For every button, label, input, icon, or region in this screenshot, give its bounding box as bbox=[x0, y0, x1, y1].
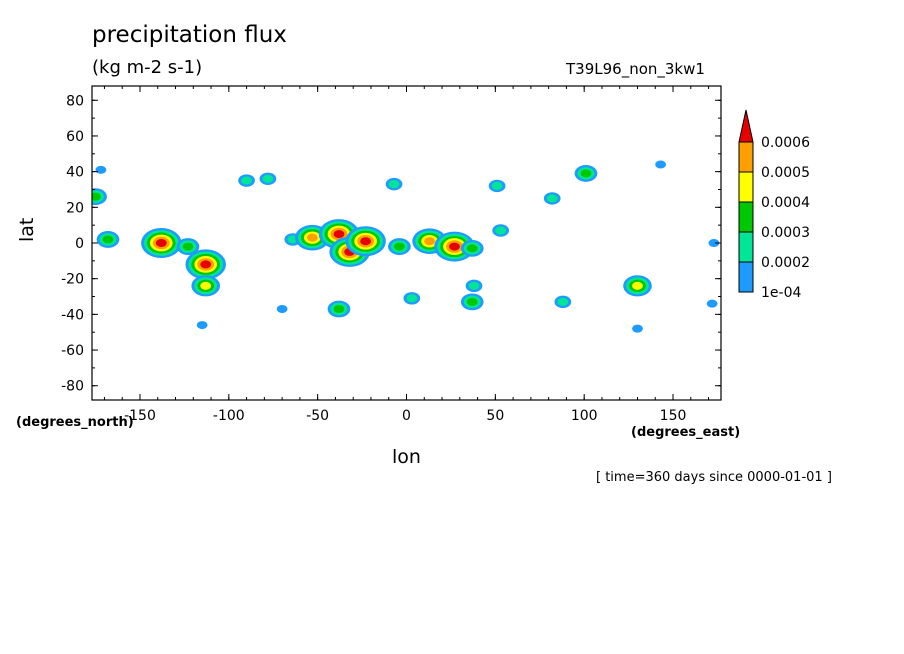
precip-cell-8 bbox=[238, 174, 255, 187]
colorbar-label: 0.0006 bbox=[761, 135, 810, 151]
y-tick-label: -40 bbox=[61, 307, 84, 323]
precip-cell-32 bbox=[276, 305, 288, 314]
precip-cell-18 bbox=[460, 239, 484, 257]
colorbar-label: 0.0003 bbox=[761, 225, 810, 241]
precip-cell-34 bbox=[708, 239, 720, 247]
y-tick-label: -60 bbox=[61, 343, 84, 359]
precip-cell-5 bbox=[185, 249, 226, 280]
x-tick-label: 100 bbox=[571, 408, 598, 424]
y-tick-label: 20 bbox=[66, 200, 84, 216]
y-axis-label: lat bbox=[16, 217, 38, 242]
y-tick-label: 60 bbox=[66, 129, 84, 145]
precip-cell-26 bbox=[543, 192, 561, 205]
precip-cell-1 bbox=[92, 188, 107, 206]
time-note: [ time=360 days since 0000-01-01 ] bbox=[596, 470, 832, 485]
chart-title: precipitation flux bbox=[92, 22, 287, 48]
precip-cell-27 bbox=[574, 165, 598, 182]
x-axis-label: lon bbox=[392, 446, 421, 468]
precip-cell-3 bbox=[141, 228, 182, 258]
y-axis-note: (degrees_east) bbox=[631, 425, 741, 440]
colorbar-label: 1e-04 bbox=[761, 285, 801, 301]
x-tick-label: 50 bbox=[486, 408, 504, 424]
y-tick-label: 0 bbox=[75, 236, 84, 252]
precip-cell-0 bbox=[96, 231, 120, 248]
colorbar-label: 0.0004 bbox=[761, 195, 810, 211]
run-label: T39L96_non_3kw1 bbox=[566, 60, 705, 78]
precip-cell-16 bbox=[412, 228, 447, 255]
colorbar-label: 0.0002 bbox=[761, 255, 810, 271]
x-tick-label: -150 bbox=[124, 408, 156, 424]
chart-units: (kg m-2 s-1) bbox=[92, 57, 203, 78]
precip-cell-22 bbox=[460, 293, 484, 311]
precip-cell-28 bbox=[554, 295, 572, 309]
precip-cell-21 bbox=[403, 292, 421, 305]
precip-cell-20 bbox=[327, 300, 351, 318]
y-tick-label: -20 bbox=[61, 272, 84, 288]
colorbar-segment bbox=[738, 261, 754, 293]
precip-cell-15 bbox=[388, 238, 411, 255]
precip-cell-30 bbox=[655, 160, 666, 169]
colorbar-segment bbox=[738, 201, 754, 233]
x-tick-label: 150 bbox=[660, 408, 687, 424]
precip-cell-9 bbox=[259, 172, 277, 185]
colorbar-top-arrow bbox=[738, 109, 754, 143]
x-tick-label: -100 bbox=[213, 408, 245, 424]
precip-cell-31 bbox=[706, 299, 718, 308]
precip-cell-29 bbox=[623, 275, 652, 297]
precip-cell-6 bbox=[191, 275, 221, 297]
precip-cell-24 bbox=[492, 224, 510, 237]
y-tick-label: -80 bbox=[61, 379, 84, 395]
precip-cell-4 bbox=[176, 238, 200, 255]
precip-cell-23 bbox=[465, 279, 483, 293]
y-tick-label: 40 bbox=[66, 165, 84, 181]
colorbar-label: 0.0005 bbox=[761, 165, 810, 181]
colorbar-segment bbox=[738, 141, 754, 173]
x-tick-label: 0 bbox=[402, 408, 411, 424]
precip-cell-14 bbox=[345, 226, 386, 257]
precip-cell-33 bbox=[632, 324, 643, 333]
precip-cell-2 bbox=[95, 165, 107, 174]
y-tick-label: 80 bbox=[66, 93, 84, 109]
x-tick-label: -50 bbox=[306, 408, 329, 424]
colorbar-segment bbox=[738, 231, 754, 263]
colorbar-segment bbox=[738, 171, 754, 203]
precip-cell-25 bbox=[488, 179, 506, 193]
x-axis-note: (degrees_north) bbox=[16, 415, 134, 430]
precip-cell-19 bbox=[385, 177, 403, 191]
precip-cell-7 bbox=[196, 321, 208, 330]
